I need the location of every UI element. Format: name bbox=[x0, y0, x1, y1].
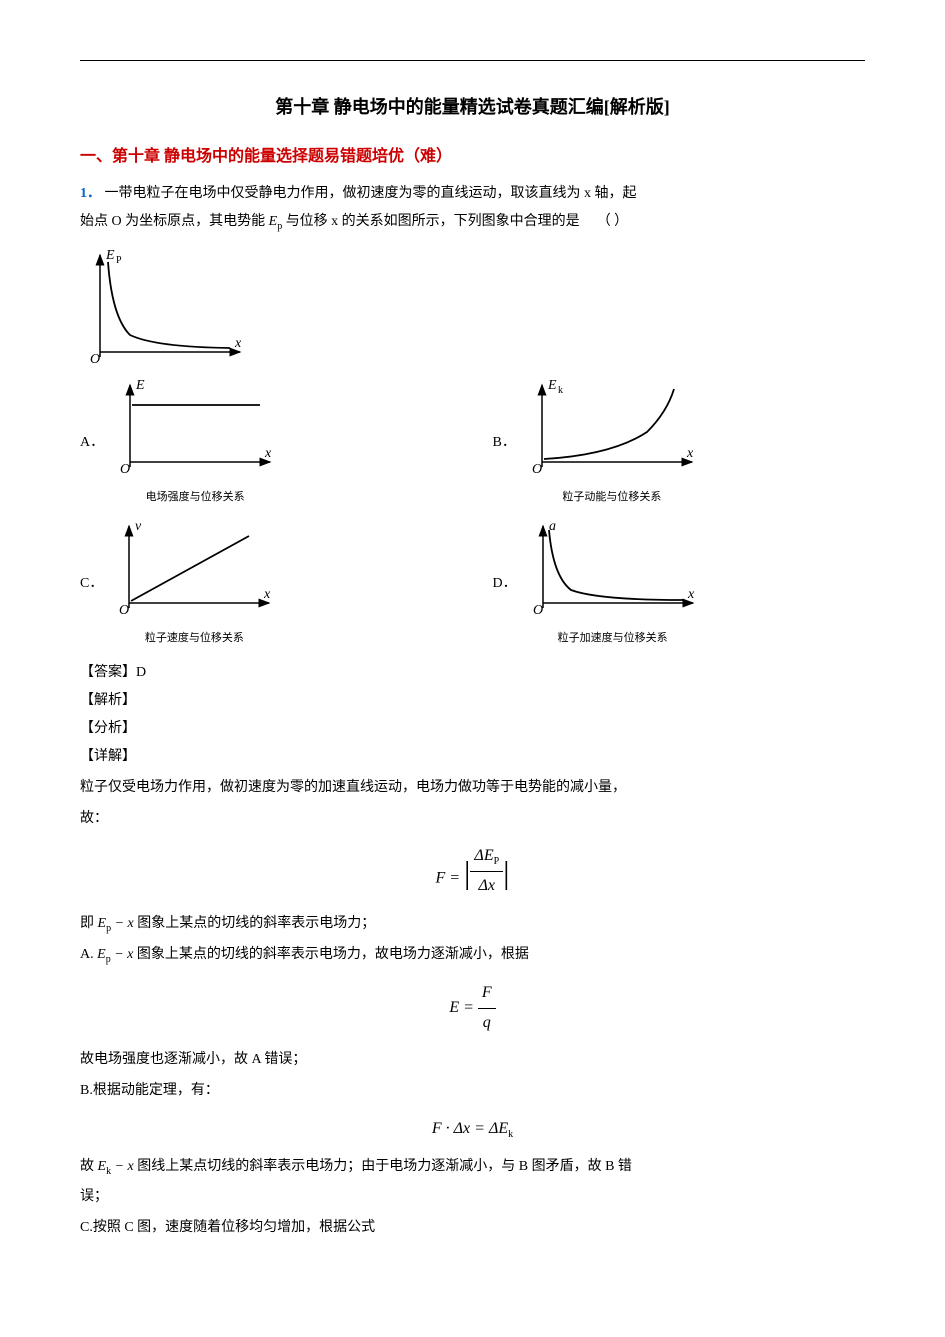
svg-text:O: O bbox=[533, 603, 543, 618]
option-b-graph-wrap: E k x O 粒子动能与位移关系 bbox=[522, 377, 702, 508]
explain-line1: 粒子仅受电场力作用，做初速度为零的加速直线运动，电场力做功等于电势能的减小量， bbox=[80, 775, 865, 802]
question-line2a: 始点 O 为坐标原点，其电势能 bbox=[80, 214, 265, 229]
xiangjie-label: 【详解】 bbox=[80, 743, 865, 771]
explain-line2: 故： bbox=[80, 806, 865, 833]
jiexi-label: 【解析】 bbox=[80, 687, 865, 715]
explanation: 粒子仅受电场力作用，做初速度为零的加速直线运动，电场力做功等于电势能的减小量， … bbox=[80, 775, 865, 1242]
option-a-graph: E x O bbox=[110, 377, 280, 477]
option-d-label: D． bbox=[493, 571, 517, 596]
svg-text:a: a bbox=[549, 519, 556, 534]
option-b-caption: 粒子动能与位移关系 bbox=[522, 488, 702, 508]
svg-text:x: x bbox=[264, 446, 272, 461]
svg-text:O: O bbox=[120, 462, 130, 477]
answer-block: 【答案】D 【解析】 【分析】 【详解】 粒子仅受电场力作用，做初速度为零的加速… bbox=[80, 659, 865, 1242]
option-c-graph: v x O bbox=[109, 518, 279, 618]
top-rule bbox=[80, 60, 865, 61]
fenxi-label: 【分析】 bbox=[80, 715, 865, 743]
page-title: 第十章 静电场中的能量精选试卷真题汇编[解析版] bbox=[80, 91, 865, 123]
option-d-graph: a x O bbox=[523, 518, 703, 618]
svg-text:E: E bbox=[547, 378, 557, 393]
option-d-cell: D． a x O 粒子加速度与位移关系 bbox=[493, 518, 866, 649]
option-c-graph-wrap: v x O 粒子速度与位移关系 bbox=[109, 518, 279, 649]
svg-text:P: P bbox=[116, 255, 122, 266]
option-b-label: B． bbox=[493, 430, 516, 455]
section-header: 一、第十章 静电场中的能量选择题易错题培优（难） bbox=[80, 143, 865, 172]
explain-line6: B.根据动能定理，有： bbox=[80, 1078, 865, 1105]
question-line2b: 与位移 x 的关系如图所示，下列图象中合理的是 bbox=[286, 214, 580, 229]
answer-label: 【答案】D bbox=[80, 659, 865, 687]
ep-x-graph: E P x O bbox=[80, 247, 250, 367]
ep-symbol: Ep bbox=[269, 214, 283, 229]
ep-minus-x: Ep − x bbox=[98, 916, 134, 931]
svg-text:E: E bbox=[105, 248, 115, 263]
svg-text:O: O bbox=[119, 603, 129, 618]
option-d-graph-wrap: a x O 粒子加速度与位移关系 bbox=[523, 518, 703, 649]
option-c-label: C． bbox=[80, 571, 103, 596]
svg-text:k: k bbox=[558, 385, 563, 396]
option-a-label: A． bbox=[80, 430, 104, 455]
question-stem: 1． 一带电粒子在电场中仅受静电力作用，做初速度为零的直线运动，取该直线为 x … bbox=[80, 180, 865, 237]
explain-line4: A. Ep − x 图象上某点的切线的斜率表示电场力，故电场力逐渐减小，根据 bbox=[80, 942, 865, 969]
formula-2: E = F q bbox=[80, 979, 865, 1038]
svg-text:x: x bbox=[263, 587, 271, 602]
svg-text:E: E bbox=[135, 378, 145, 393]
svg-text:v: v bbox=[135, 519, 142, 534]
ek-minus-x: Ek − x bbox=[98, 1159, 134, 1174]
blank-paren: （ ） bbox=[597, 214, 629, 229]
option-b-graph: E k x O bbox=[522, 377, 702, 477]
svg-text:x: x bbox=[686, 446, 694, 461]
explain-line7: 故 Ek − x 图线上某点切线的斜率表示电场力；由于电场力逐渐减小，与 B 图… bbox=[80, 1154, 865, 1181]
svg-text:O: O bbox=[90, 352, 100, 367]
svg-text:x: x bbox=[687, 587, 695, 602]
option-c-caption: 粒子速度与位移关系 bbox=[109, 629, 279, 649]
option-c-cell: C． v x O 粒子速度与位移关系 bbox=[80, 518, 453, 649]
explain-line5: 故电场强度也逐渐减小，故 A 错误； bbox=[80, 1047, 865, 1074]
question-line1: 一带电粒子在电场中仅受静电力作用，做初速度为零的直线运动，取该直线为 x 轴，起 bbox=[105, 186, 637, 201]
option-a-graph-wrap: E x O 电场强度与位移关系 bbox=[110, 377, 280, 508]
main-graph: E P x O bbox=[80, 247, 865, 367]
explain-line3: 即 Ep − x 图象上某点的切线的斜率表示电场力； bbox=[80, 911, 865, 938]
option-a-caption: 电场强度与位移关系 bbox=[110, 488, 280, 508]
explain-line9: C.按照 C 图，速度随着位移均匀增加，根据公式 bbox=[80, 1215, 865, 1242]
options-grid: A． E x O 电场强度与位移关系 B． E k x O bbox=[80, 377, 865, 649]
option-d-caption: 粒子加速度与位移关系 bbox=[523, 629, 703, 649]
svg-text:O: O bbox=[532, 462, 542, 477]
svg-text:x: x bbox=[234, 336, 242, 351]
formula-3: F · Δx = ΔEk bbox=[80, 1115, 865, 1144]
explain-line8: 误； bbox=[80, 1184, 865, 1211]
ep-minus-x-2: Ep − x bbox=[97, 947, 133, 962]
option-a-cell: A． E x O 电场强度与位移关系 bbox=[80, 377, 453, 508]
question-number: 1． bbox=[80, 186, 101, 201]
formula-1: F = | ΔEP Δx | bbox=[80, 842, 865, 901]
option-b-cell: B． E k x O 粒子动能与位移关系 bbox=[493, 377, 866, 508]
